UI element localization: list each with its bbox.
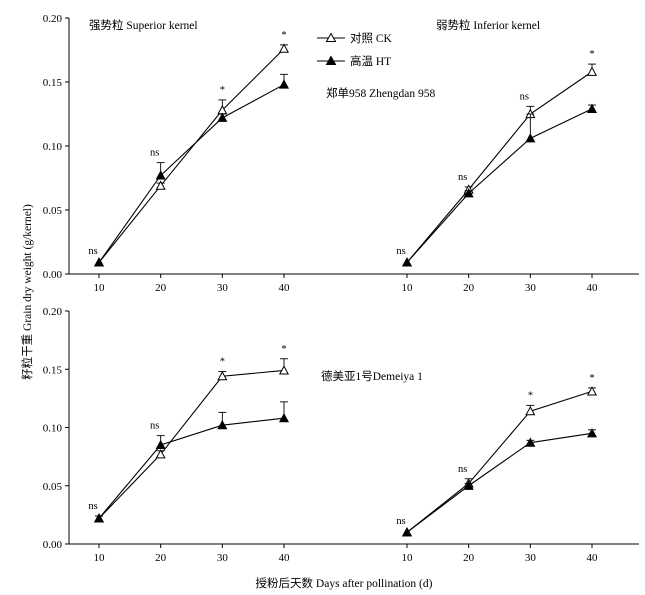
legend-marker-ck (325, 32, 337, 42)
series-ht (93, 401, 290, 523)
data-point-ht (525, 437, 536, 447)
legend-label-ck: 对照 CK (350, 31, 393, 45)
series-line-ck (98, 48, 285, 263)
y-tick-label: 0.15 (43, 364, 63, 376)
panel-zhengdan-inferior: 10 20 30 40 ns ns ns * (396, 49, 598, 294)
significance-label: ns (396, 516, 405, 527)
data-point-ck (525, 405, 536, 416)
column-label-inferior: 弱势粒 Inferior kernel (436, 18, 540, 32)
data-point-ck (586, 66, 598, 76)
significance-label: * (220, 85, 225, 96)
x-tick-label: 20 (463, 282, 475, 294)
legend: 对照 CK 高温 HT (317, 31, 393, 68)
row-label-demeiya: 德美亚1号Demeiya 1 (321, 369, 423, 383)
data-point-ht (217, 112, 228, 122)
y-tick-label: 0.15 (43, 77, 63, 89)
series-line-ht (98, 417, 285, 519)
panel-zhengdan-superior: 10 20 30 40 0.00 0.05 0.10 0.15 0.20 ns ns * * (43, 13, 290, 294)
data-point-ht (463, 188, 474, 198)
series-ck (93, 43, 290, 267)
x-tick-label: 10 (94, 552, 106, 564)
legend-item-ht: 高温 HT (317, 54, 391, 68)
significance-label: * (589, 373, 594, 384)
y-tick-label: 0.00 (43, 269, 63, 281)
x-axis-title: 授粉后天数 Days after pollination (d) (256, 576, 433, 590)
data-point-ht (93, 513, 105, 523)
legend-label-ht: 高温 HT (350, 54, 391, 68)
data-point-ck (217, 370, 228, 381)
series-line-ck (406, 390, 593, 533)
significance-label: ns (88, 246, 97, 257)
data-point-ht (155, 439, 166, 450)
panels: 10 20 30 40 0.00 0.05 0.10 0.15 0.20 ns ns * * 10 20 30… (43, 13, 639, 564)
x-tick-label: 30 (217, 282, 229, 294)
row-label-zhengdan: 郑单958 Zhengdan 958 (326, 86, 435, 100)
x-tick-label: 10 (402, 552, 414, 564)
significance-label: * (281, 344, 286, 355)
x-tick-label: 40 (587, 282, 599, 294)
y-tick-label: 0.05 (43, 205, 63, 217)
data-point-ht (586, 428, 598, 438)
data-point-ht (586, 103, 598, 113)
y-tick-label: 0.05 (43, 481, 63, 493)
series-line-ck (98, 369, 285, 519)
panel-demeiya-inferior: 10 20 30 40 ns ns * * (396, 373, 598, 564)
data-point-ht (525, 133, 536, 143)
y-tick-label: 0.20 (43, 306, 63, 318)
significance-label: * (528, 390, 533, 401)
significance-label: ns (458, 172, 467, 183)
significance-label: ns (150, 148, 159, 159)
significance-label: * (589, 49, 594, 60)
x-tick-label: 30 (525, 282, 537, 294)
significance-label: ns (520, 91, 529, 102)
x-tick-label: 20 (463, 552, 475, 564)
x-tick-label: 30 (217, 552, 229, 564)
data-point-ck (586, 386, 598, 396)
significance-label: ns (458, 464, 467, 475)
significance-label: ns (150, 421, 159, 432)
series-line-ht (406, 432, 593, 533)
significance-label: * (281, 30, 286, 41)
x-tick-label: 10 (402, 282, 414, 294)
column-label-superior: 强势粒 Superior kernel (89, 18, 198, 32)
data-point-ht (93, 257, 105, 267)
significance-label: ns (396, 246, 405, 257)
y-tick-label: 0.00 (43, 539, 63, 551)
data-point-ht (278, 412, 290, 423)
series-ht (401, 428, 598, 537)
series-ht (93, 73, 290, 267)
data-point-ck (278, 43, 290, 53)
data-point-ht (401, 527, 413, 537)
series-ck (93, 358, 290, 523)
data-point-ht (401, 257, 413, 267)
legend-item-ck: 对照 CK (317, 31, 393, 45)
significance-label: ns (88, 501, 97, 512)
data-point-ck (155, 180, 166, 190)
series-line-ck (406, 71, 593, 263)
x-tick-label: 10 (94, 282, 106, 294)
data-point-ht (155, 170, 166, 180)
x-tick-label: 20 (155, 552, 167, 564)
x-tick-label: 40 (279, 282, 291, 294)
series-line-ht (406, 108, 593, 263)
x-tick-label: 40 (587, 552, 599, 564)
y-tick-label: 0.10 (43, 141, 63, 153)
y-tick-label: 0.10 (43, 423, 63, 435)
x-tick-label: 20 (155, 282, 167, 294)
data-point-ck (155, 449, 166, 459)
data-point-ht (463, 480, 474, 490)
x-tick-label: 30 (525, 552, 537, 564)
significance-label: * (220, 357, 225, 368)
data-point-ht (217, 419, 228, 430)
legend-marker-ht (325, 55, 337, 65)
y-tick-label: 0.20 (43, 13, 63, 25)
panel-demeiya-superior: 10 20 30 40 0.00 0.05 0.10 0.15 0.20 ns ns * * (43, 306, 290, 564)
data-point-ck (278, 365, 290, 375)
data-point-ht (278, 79, 290, 89)
y-axis-title: 籽粒干重 Grain dry weight (g/kernel) (20, 204, 34, 380)
x-tick-label: 40 (279, 552, 291, 564)
series-line-ht (98, 84, 285, 263)
series-ht (401, 103, 598, 267)
